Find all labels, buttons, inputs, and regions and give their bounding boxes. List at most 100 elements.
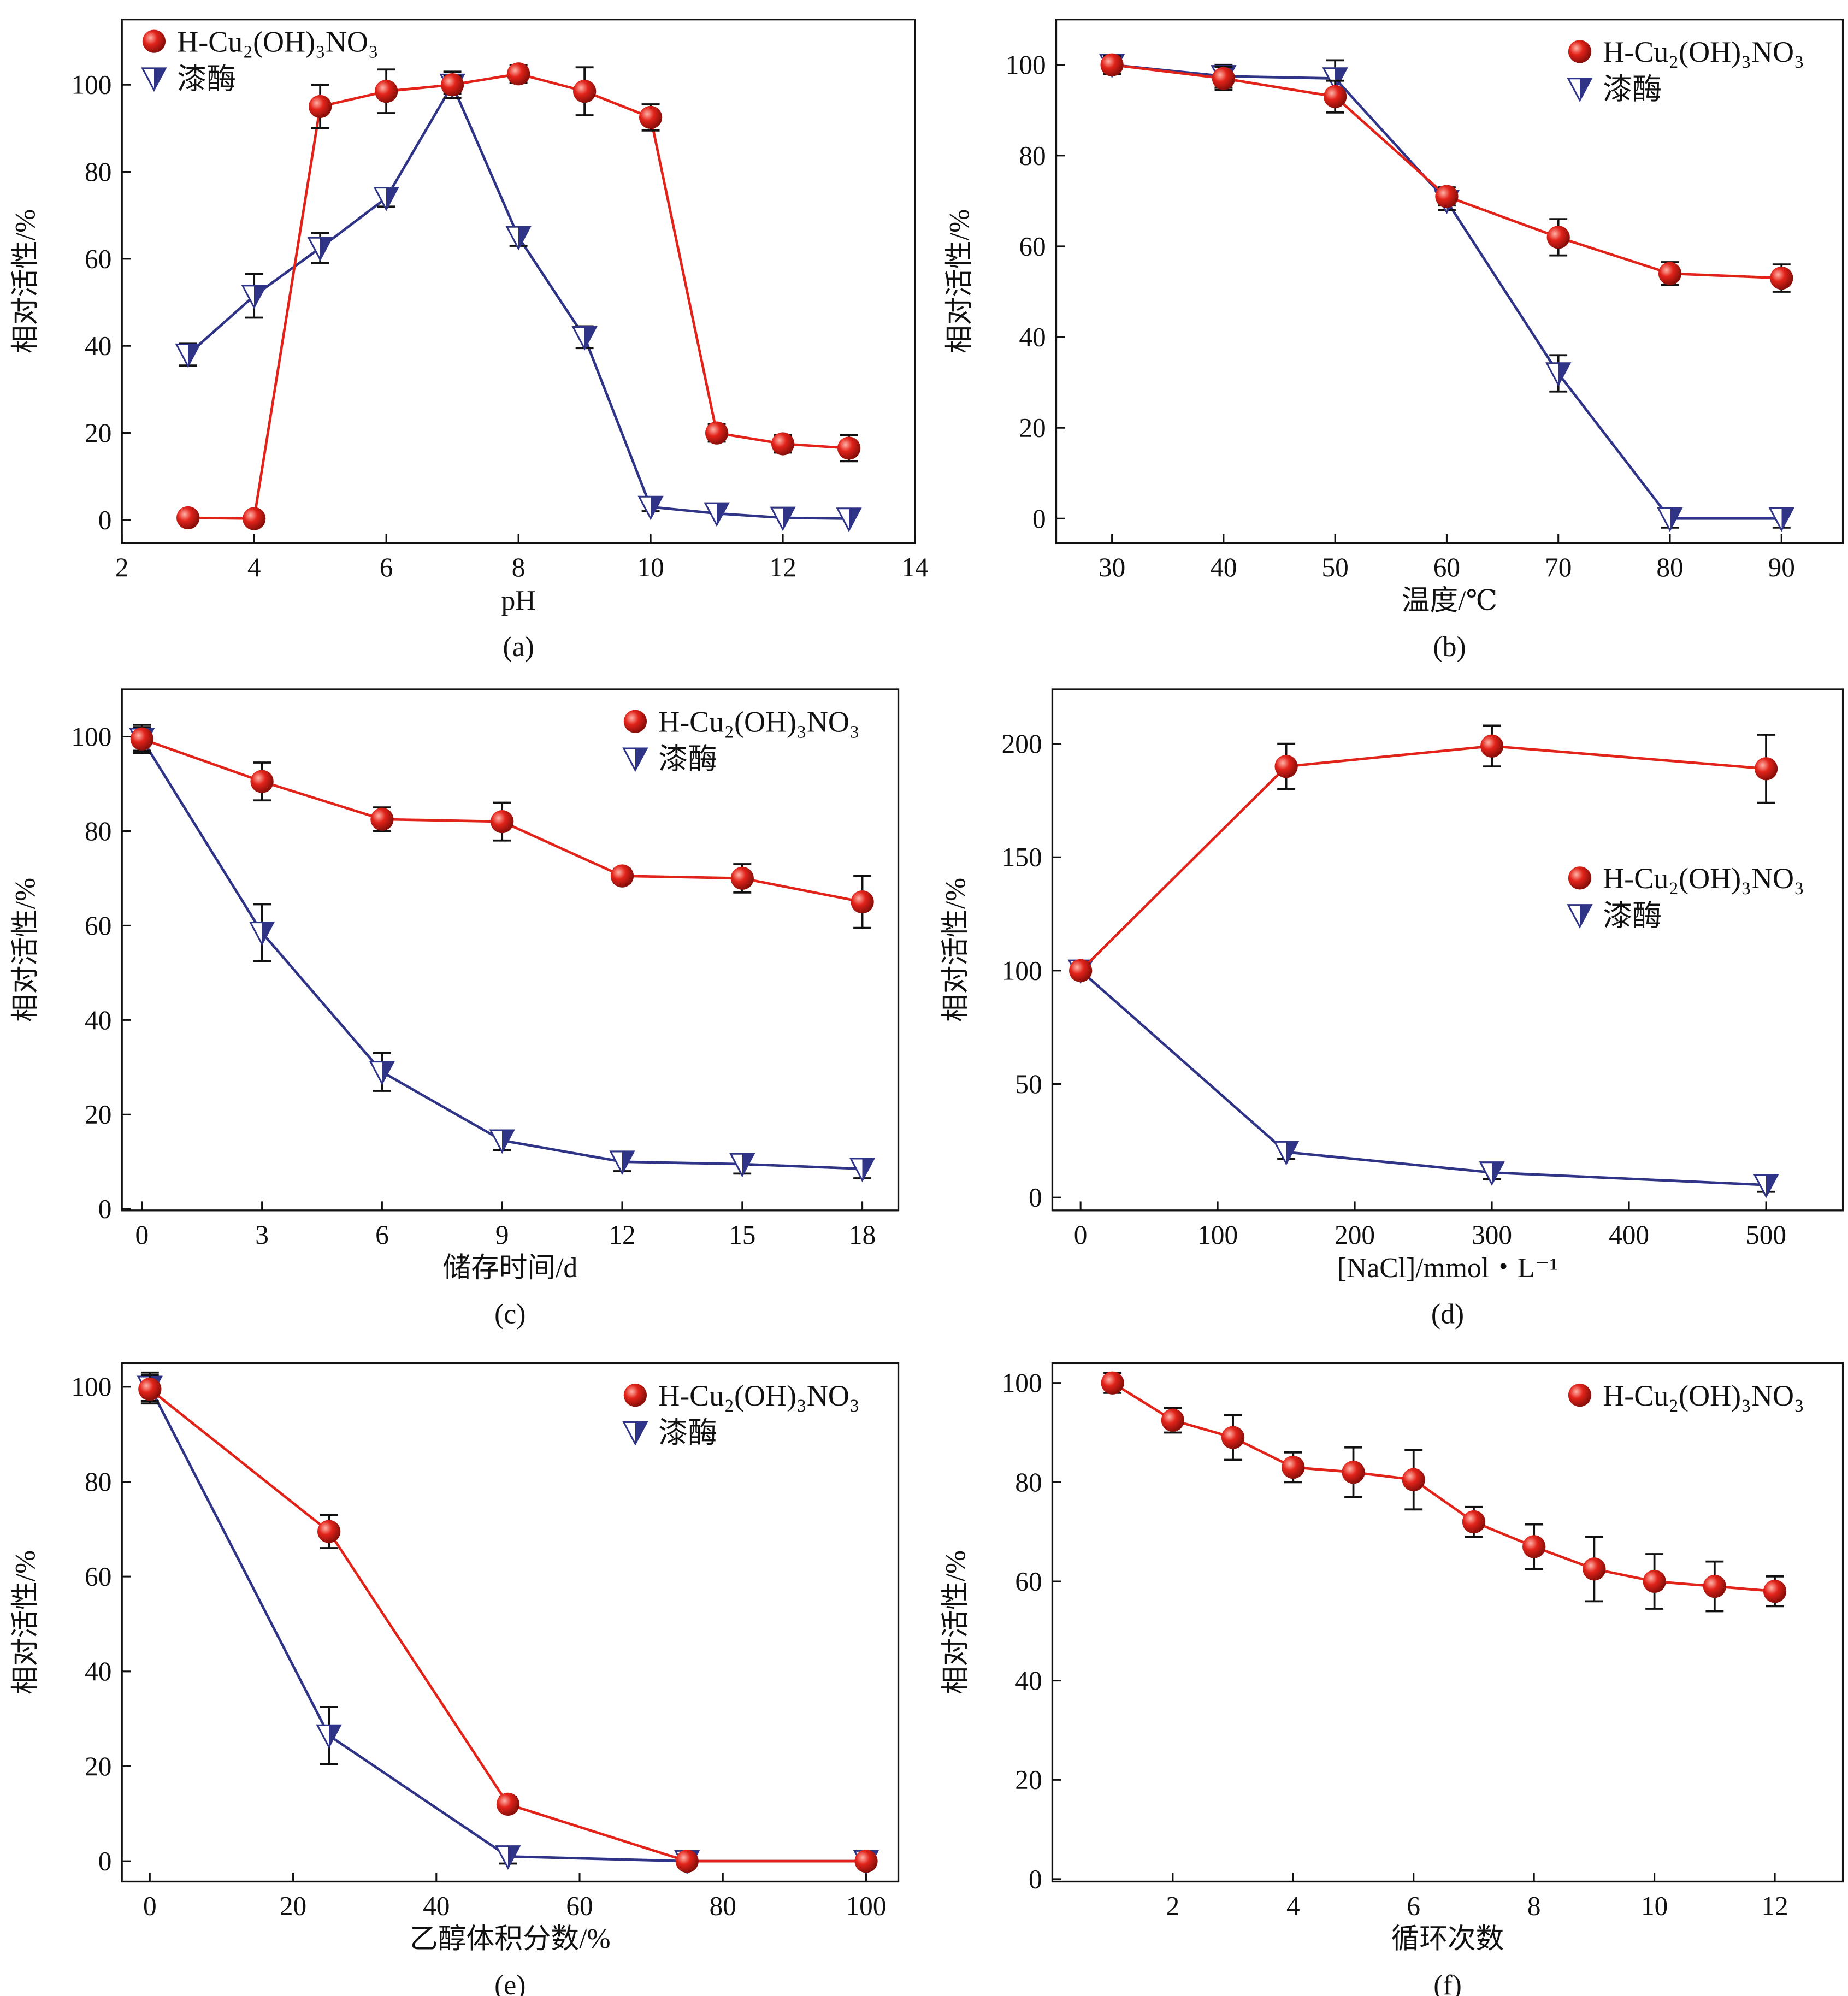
plot-frame [121,19,916,544]
x-tick-label: 4 [247,552,261,582]
data-point-cu [1435,185,1459,208]
legend: H-Cu₂(OH)₃NO₃ 漆酶 [141,25,379,96]
data-point-laccase [770,506,796,532]
legend-label-laccase: 漆酶 [658,743,717,776]
y-tick-label: 100 [1002,1368,1042,1398]
data-point-laccase [609,1150,635,1176]
y-tick-label: 80 [1019,140,1046,170]
data-point-cu [309,95,332,119]
x-tick-label: 40 [1210,552,1237,582]
data-point-cu [854,1850,878,1873]
y-tick-label: 60 [85,911,111,941]
data-point-laccase [495,1845,521,1870]
x-tick-label: 100 [846,1891,887,1921]
data-point-laccase [175,343,201,368]
data-point-cu [1274,755,1298,778]
y-tick-label: 40 [1019,322,1046,352]
y-tick-label: 40 [85,331,111,361]
data-point-cu [1161,1408,1185,1432]
y-tick-label: 0 [98,505,112,535]
panel-caption: (b) [1433,631,1466,663]
data-point-cu [1068,959,1093,983]
y-tick-label: 20 [85,418,111,448]
data-point-laccase [307,237,333,262]
panel-caption: (a) [503,631,534,663]
legend-label-cu: H-Cu₂(OH)₃NO₃ [1603,1379,1804,1412]
x-tick-label: 12 [609,1220,635,1250]
data-point-cu [837,436,861,460]
x-tick-label: 6 [375,1220,389,1250]
legend-label-cu: H-Cu₂(OH)₃NO₃ [658,706,860,739]
y-tick-label: 20 [1019,413,1046,443]
legend-marker-laccase [622,747,648,772]
y-tick-label: 100 [1006,50,1046,80]
y-tick-label: 0 [1029,1183,1042,1213]
series-line-laccase [149,1386,866,1863]
data-point-laccase [836,507,862,532]
legend-marker-laccase [1567,78,1593,102]
data-point-laccase [729,1153,755,1178]
chart-a: 2 4 6 8 10 12 14 0 20 40 60 80 100 pH 相对活性/% (a) H-Cu₂(O… [10,19,929,663]
data-point-cu [1754,757,1778,781]
series-line-cu [1112,63,1782,280]
y-axis-label: 相对活性/% [10,878,41,1022]
data-point-cu [130,727,153,751]
y-tick-label: 60 [85,1562,111,1592]
data-point-cu [1522,1535,1546,1558]
data-point-cu [138,1377,162,1401]
x-tick-label: 200 [1335,1220,1375,1250]
x-tick-label: 0 [143,1891,157,1921]
series-line-cu [188,72,849,520]
x-tick-label: 4 [1286,1891,1300,1921]
data-point-cu [496,1792,520,1816]
data-point-cu [610,864,634,888]
data-point-cu [317,1520,341,1543]
y-tick-label: 0 [1032,504,1046,534]
data-point-laccase [505,226,532,251]
data-point-laccase [1273,1141,1300,1166]
data-point-cu [1462,1510,1486,1534]
data-point-laccase [571,326,598,351]
data-point-cu [491,810,514,834]
x-tick-label: 50 [1321,552,1348,582]
data-point-cu [771,432,795,456]
x-tick-label: 0 [135,1220,149,1250]
data-point-cu [176,506,200,530]
y-axis-label: 相对活性/% [941,878,972,1022]
data-point-cu [1324,85,1347,109]
x-tick-label: 40 [423,1891,450,1921]
x-tick-label: 10 [1641,1891,1668,1921]
y-axis-label: 相对活性/% [944,209,976,353]
y-tick-label: 60 [1019,231,1046,261]
data-point-cu [1342,1461,1365,1484]
x-tick-label: 300 [1472,1220,1512,1250]
series-line-cu [149,1388,866,1863]
x-tick-label: 8 [512,552,526,582]
data-point-cu [639,105,663,129]
x-axis-label: pH [501,585,536,616]
x-axis-label: 储存时间/d [442,1253,577,1284]
legend-marker-cu [1568,866,1592,890]
x-tick-label: 100 [1197,1220,1238,1250]
data-point-laccase [637,495,664,521]
legend: H-Cu₂(OH)₃NO₃ 漆酶 [1567,862,1804,932]
data-point-laccase [369,1061,395,1085]
data-point-laccase [316,1724,342,1749]
x-tick-label: 0 [1074,1220,1088,1250]
data-point-laccase [489,1129,515,1154]
y-tick-label: 80 [1015,1467,1042,1497]
y-tick-label: 0 [1029,1864,1042,1894]
panel-caption: (d) [1431,1299,1464,1330]
x-tick-label: 80 [1656,552,1683,582]
data-point-cu [1546,226,1570,249]
data-point-cu [1770,266,1793,290]
y-tick-label: 200 [1002,729,1042,759]
x-tick-label: 60 [1433,552,1460,582]
data-point-cu [1221,1426,1245,1449]
legend-marker-laccase [1567,904,1593,929]
data-point-laccase [373,187,399,211]
plot-frame [1051,1362,1844,1883]
data-point-laccase [249,922,275,946]
x-tick-label: 70 [1545,552,1572,582]
plot-frame [1051,688,1844,1212]
